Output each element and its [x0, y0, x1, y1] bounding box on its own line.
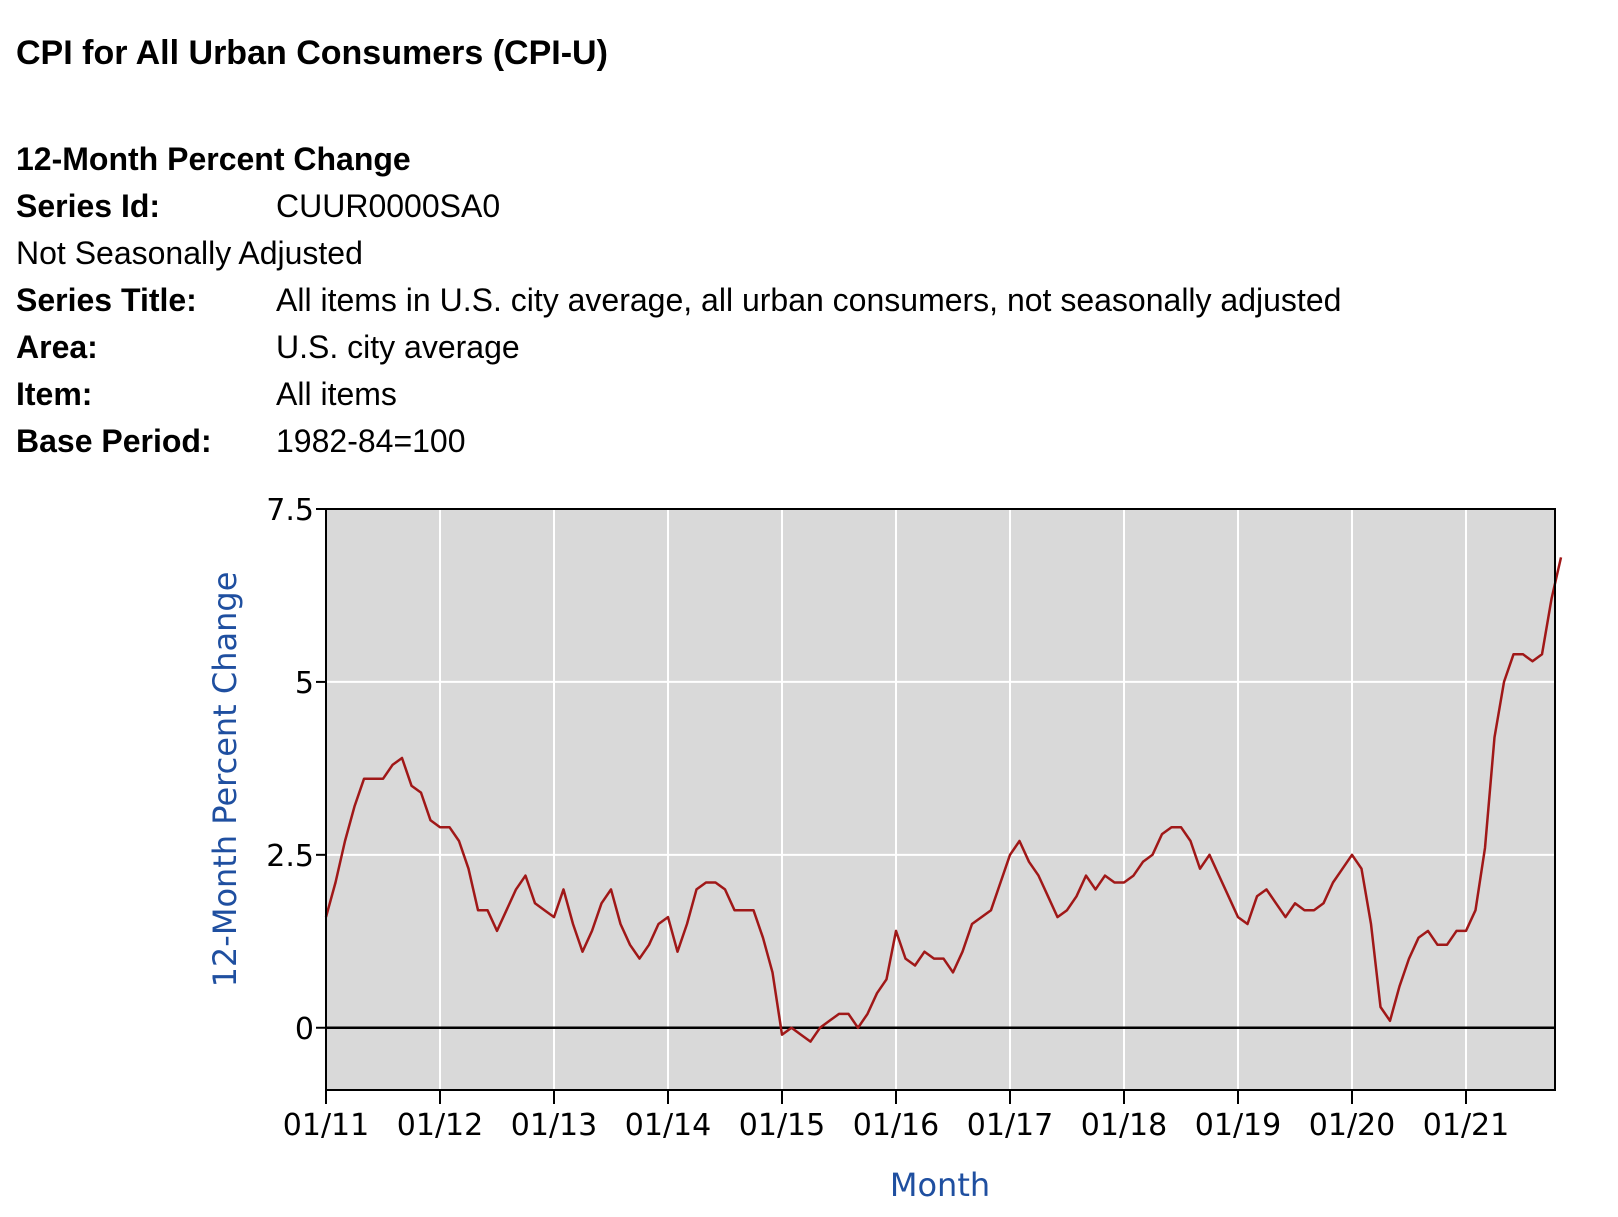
series-id-row: Series Id: CUUR0000SA0 [16, 183, 1341, 230]
item-value: All items [276, 376, 397, 412]
x-tick-label: 01/12 [397, 1108, 483, 1143]
base-period-row: Base Period: 1982-84=100 [16, 418, 1341, 465]
area-row: Area: U.S. city average [16, 324, 1341, 371]
measure-heading: 12-Month Percent Change [16, 141, 411, 177]
plot-area [326, 509, 1555, 1090]
series-line [324, 557, 1563, 1043]
y-tick-label: 2.5 [266, 839, 314, 874]
x-tick-label: 01/14 [625, 1108, 711, 1143]
x-tick-label: 01/15 [739, 1108, 825, 1143]
y-tick-label: 0 [295, 1012, 314, 1047]
base-period-label: Base Period: [16, 423, 212, 459]
x-tick-label: 01/18 [1081, 1108, 1167, 1143]
adjustment-row: Not Seasonally Adjusted [16, 230, 1341, 277]
plot-frame [325, 508, 1556, 1091]
x-tick-label: 01/11 [283, 1108, 369, 1143]
series-title-label: Series Title: [16, 282, 197, 318]
series-metadata: 12-Month Percent Change Series Id: CUUR0… [16, 136, 1341, 465]
y-axis-title: 12-Month Percent Change [206, 572, 244, 988]
base-period-value: 1982-84=100 [276, 423, 466, 459]
y-tick-label: 5 [295, 666, 314, 701]
adjustment-text: Not Seasonally Adjusted [16, 235, 363, 271]
x-tick-label: 01/17 [967, 1108, 1053, 1143]
y-tick-label: 7.5 [266, 493, 314, 528]
x-axis-title: Month [890, 1166, 990, 1204]
series-title-value: All items in U.S. city average, all urba… [276, 282, 1342, 318]
x-tick-label: 01/16 [853, 1108, 939, 1143]
x-tick-label: 01/20 [1309, 1108, 1395, 1143]
x-tick-label: 01/13 [511, 1108, 597, 1143]
item-label: Item: [16, 376, 93, 412]
item-row: Item: All items [16, 371, 1341, 418]
x-tick-label: 01/21 [1423, 1108, 1509, 1143]
area-label: Area: [16, 329, 98, 365]
series-id-label: Series Id: [16, 188, 161, 224]
area-value: U.S. city average [276, 329, 520, 365]
x-tick-label: 01/19 [1195, 1108, 1281, 1143]
series-id-value: CUUR0000SA0 [276, 188, 501, 224]
page-title: CPI for All Urban Consumers (CPI-U) [16, 34, 608, 72]
series-title-row: Series Title: All items in U.S. city ave… [16, 277, 1341, 324]
